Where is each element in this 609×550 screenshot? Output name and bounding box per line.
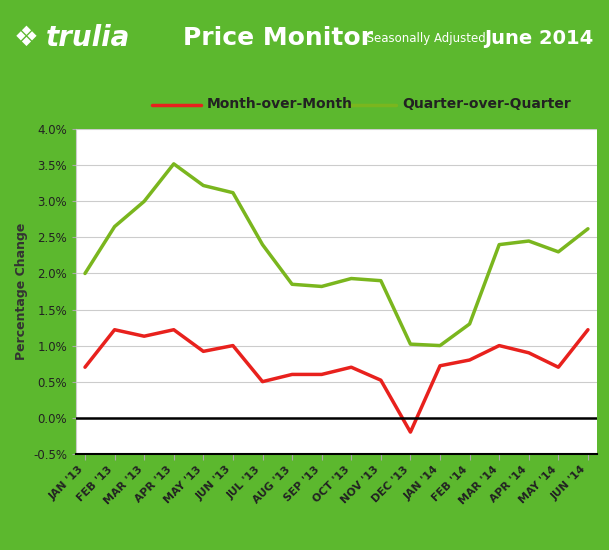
Text: Quarter-over-Quarter: Quarter-over-Quarter — [402, 97, 571, 112]
Text: Month-over-Month: Month-over-Month — [207, 97, 353, 112]
Y-axis label: Percentage Change: Percentage Change — [15, 223, 27, 360]
Text: Price Monitor: Price Monitor — [183, 26, 373, 50]
Text: June 2014: June 2014 — [485, 29, 594, 48]
Text: (Seasonally Adjusted): (Seasonally Adjusted) — [362, 32, 491, 45]
Text: ❖: ❖ — [13, 24, 38, 52]
Text: trulia: trulia — [46, 24, 130, 52]
